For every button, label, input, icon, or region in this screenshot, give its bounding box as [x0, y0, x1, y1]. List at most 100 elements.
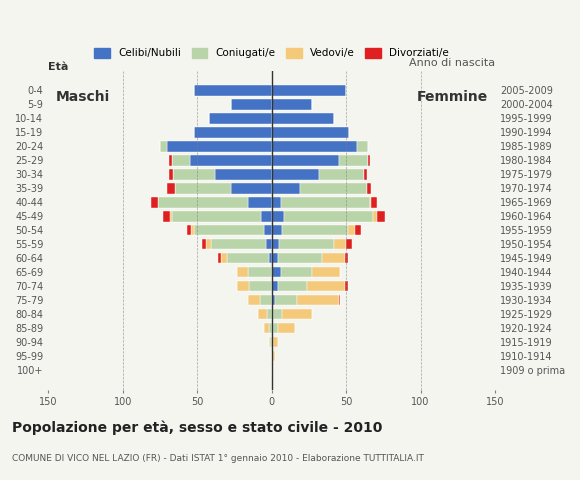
Bar — [271, 141, 357, 152]
Bar — [364, 169, 367, 180]
Bar — [271, 155, 339, 166]
Bar — [172, 155, 190, 166]
Bar — [169, 155, 172, 166]
Bar — [271, 351, 273, 361]
Bar — [273, 309, 282, 319]
Bar — [346, 239, 352, 250]
Bar — [209, 113, 271, 124]
Bar — [269, 337, 270, 348]
Bar — [158, 197, 248, 207]
Bar — [271, 267, 281, 277]
Bar — [282, 225, 347, 236]
Bar — [378, 211, 385, 222]
Bar — [271, 239, 279, 250]
Bar — [271, 337, 273, 348]
Text: COMUNE DI VICO NEL LAZIO (FR) - Dati ISTAT 1° gennaio 2010 - Elaborazione TUTTIT: COMUNE DI VICO NEL LAZIO (FR) - Dati IST… — [12, 454, 423, 463]
Bar — [172, 211, 261, 222]
Bar — [357, 141, 368, 152]
Bar — [190, 155, 271, 166]
Bar — [191, 225, 194, 236]
Bar — [322, 253, 345, 264]
Bar — [227, 253, 269, 264]
Bar — [368, 155, 370, 166]
Bar — [237, 281, 249, 291]
Bar — [168, 141, 271, 152]
Bar — [221, 253, 227, 264]
Bar — [218, 253, 221, 264]
Text: Femmine: Femmine — [416, 91, 488, 105]
Bar — [271, 323, 273, 333]
Bar — [373, 211, 378, 222]
Bar — [175, 183, 231, 193]
Bar — [300, 183, 367, 193]
Bar — [173, 169, 215, 180]
Bar — [269, 323, 271, 333]
Bar — [278, 281, 307, 291]
Bar — [271, 113, 334, 124]
Bar — [271, 225, 282, 236]
Bar — [367, 183, 371, 193]
Bar — [248, 267, 271, 277]
Bar — [151, 197, 158, 207]
Bar — [271, 281, 278, 291]
Bar — [270, 337, 271, 348]
Bar — [278, 323, 295, 333]
Bar — [211, 239, 266, 250]
Bar — [160, 141, 168, 152]
Bar — [274, 295, 297, 305]
Bar — [278, 253, 322, 264]
Bar — [237, 267, 248, 277]
Bar — [281, 197, 370, 207]
Bar — [264, 323, 269, 333]
Bar — [267, 309, 271, 319]
Bar — [187, 225, 191, 236]
Bar — [168, 183, 175, 193]
Bar — [271, 309, 273, 319]
Bar — [281, 267, 312, 277]
Bar — [261, 211, 271, 222]
Bar — [279, 239, 334, 250]
Bar — [273, 351, 274, 361]
Bar — [206, 239, 211, 250]
Bar — [273, 323, 278, 333]
Bar — [319, 169, 364, 180]
Bar — [202, 239, 206, 250]
Bar — [339, 295, 340, 305]
Bar — [271, 211, 284, 222]
Bar — [271, 295, 274, 305]
Text: Età: Età — [48, 62, 68, 72]
Bar — [215, 169, 271, 180]
Bar — [266, 239, 271, 250]
Bar — [347, 225, 355, 236]
Bar — [194, 127, 271, 138]
Bar — [258, 309, 267, 319]
Bar — [269, 253, 271, 264]
Bar — [248, 197, 271, 207]
Bar — [312, 267, 340, 277]
Bar — [271, 127, 349, 138]
Bar — [307, 281, 345, 291]
Text: Popolazione per età, sesso e stato civile - 2010: Popolazione per età, sesso e stato civil… — [12, 420, 382, 435]
Bar — [345, 253, 347, 264]
Bar — [194, 225, 264, 236]
Bar — [370, 197, 371, 207]
Text: Anno di nascita: Anno di nascita — [409, 58, 495, 68]
Bar — [282, 309, 312, 319]
Bar — [271, 85, 346, 96]
Bar — [231, 99, 271, 110]
Bar — [284, 211, 373, 222]
Bar — [163, 211, 171, 222]
Bar — [260, 295, 271, 305]
Bar — [371, 197, 378, 207]
Bar — [297, 295, 339, 305]
Bar — [271, 253, 278, 264]
Bar — [194, 85, 271, 96]
Bar — [171, 211, 172, 222]
Bar — [264, 225, 271, 236]
Bar — [271, 99, 312, 110]
Text: Maschi: Maschi — [56, 91, 110, 105]
Bar — [248, 295, 260, 305]
Bar — [271, 197, 281, 207]
Bar — [271, 183, 300, 193]
Bar — [355, 225, 361, 236]
